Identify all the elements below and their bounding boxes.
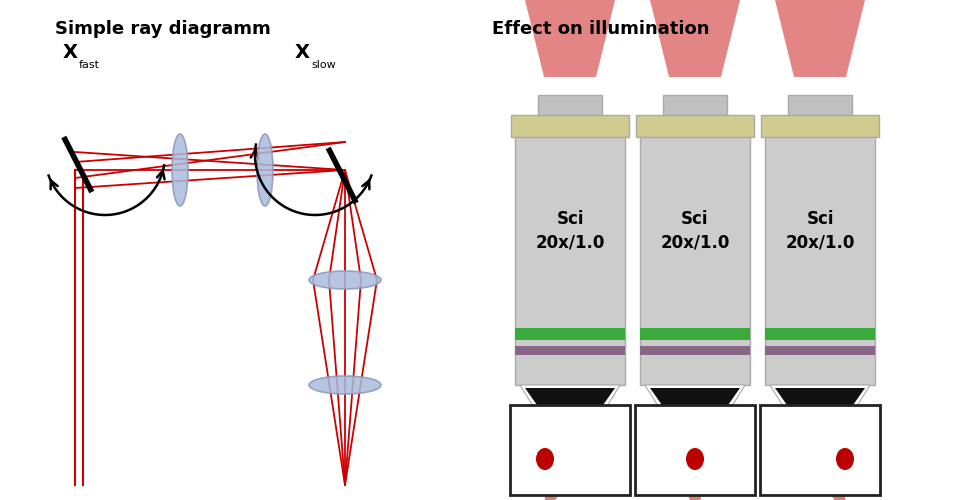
Bar (640, 328, 750, 340)
Bar (765, 328, 875, 340)
Bar (515, 346, 625, 355)
Polygon shape (775, 388, 865, 445)
Ellipse shape (686, 448, 704, 470)
Polygon shape (525, 388, 615, 445)
Bar (538, 95, 602, 115)
Text: X: X (63, 43, 78, 62)
Bar (515, 137, 625, 385)
Bar (636, 115, 754, 137)
Ellipse shape (309, 376, 381, 394)
Polygon shape (650, 388, 740, 445)
Bar (765, 346, 875, 355)
Polygon shape (801, 450, 846, 500)
Bar (640, 137, 750, 385)
Polygon shape (520, 385, 620, 450)
Bar (515, 328, 625, 340)
Polygon shape (650, 0, 740, 77)
Ellipse shape (836, 448, 854, 470)
Bar (765, 137, 875, 385)
Polygon shape (770, 385, 870, 450)
Polygon shape (676, 450, 714, 500)
Text: X: X (295, 43, 310, 62)
Text: Sci
20x/1.0: Sci 20x/1.0 (535, 210, 604, 252)
Bar (663, 95, 727, 115)
Text: Effect on illumination: Effect on illumination (492, 20, 710, 38)
Bar (640, 346, 750, 355)
Polygon shape (645, 385, 745, 450)
Ellipse shape (536, 448, 554, 470)
Text: Sci
20x/1.0: Sci 20x/1.0 (786, 210, 855, 252)
Bar (511, 115, 629, 137)
Text: Simple ray diagramm: Simple ray diagramm (55, 20, 271, 38)
Text: slow: slow (311, 60, 335, 70)
Polygon shape (525, 0, 615, 77)
Ellipse shape (257, 134, 273, 206)
Text: Sci
20x/1.0: Sci 20x/1.0 (660, 210, 730, 252)
Bar (761, 115, 879, 137)
Polygon shape (775, 0, 865, 77)
Bar (635, 405, 755, 495)
Ellipse shape (309, 271, 381, 289)
Bar (760, 405, 880, 495)
Bar (788, 95, 852, 115)
Polygon shape (544, 450, 589, 500)
Text: fast: fast (79, 60, 100, 70)
Bar (510, 405, 630, 495)
Ellipse shape (172, 134, 188, 206)
